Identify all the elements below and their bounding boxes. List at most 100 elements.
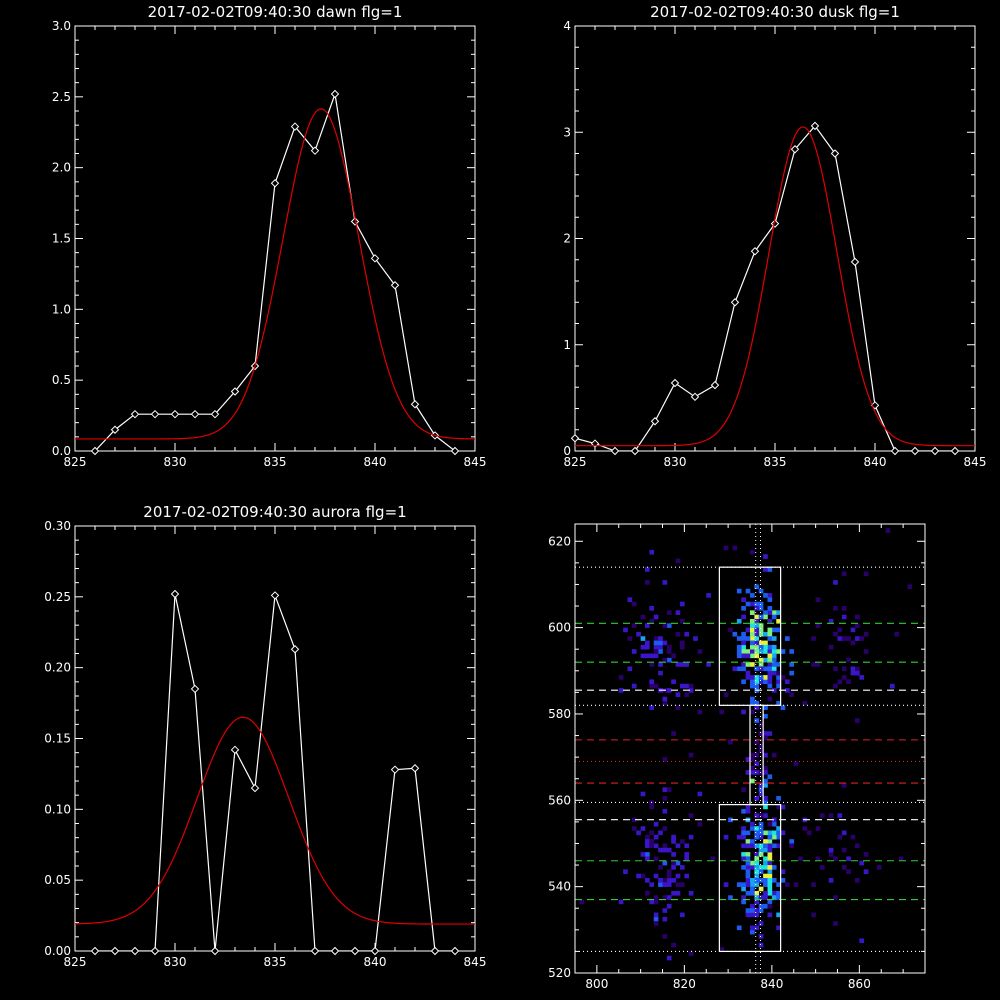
heatmap-cell xyxy=(833,666,838,672)
heatmap-cell xyxy=(741,597,746,603)
dawn-y-tick-label: 3.0 xyxy=(52,19,71,33)
heatmap-cell xyxy=(631,649,637,654)
heatmap-cell xyxy=(658,865,663,870)
heatmap-cell xyxy=(750,683,755,689)
heatmap-cell xyxy=(771,610,777,615)
heatmap-cell xyxy=(763,554,768,559)
dawn-y-tick-label: 1.5 xyxy=(52,232,71,246)
dawn-y-tick-label: 0.5 xyxy=(52,373,71,387)
heatmap-cell xyxy=(675,631,681,637)
heatmap-cell xyxy=(750,882,755,887)
heatmap-cell xyxy=(754,830,760,836)
dusk-data-point xyxy=(650,417,660,426)
heatmap-cell xyxy=(645,567,650,572)
aurora-data-point xyxy=(430,946,440,956)
heatmap-cell xyxy=(618,675,624,680)
heatmap-cell xyxy=(754,644,760,650)
heatmap-cell xyxy=(758,770,764,775)
heatmap-cell xyxy=(636,631,641,637)
heatmap-cell xyxy=(771,878,777,883)
heatmap-cell xyxy=(754,860,760,866)
heatmap-cell xyxy=(763,631,768,637)
dusk-data-point xyxy=(570,434,580,443)
heatmap-cell xyxy=(645,878,650,883)
dawn-x-tick-label: 835 xyxy=(264,455,287,469)
heatmap-cell xyxy=(776,679,781,685)
heatmap-cell xyxy=(776,912,781,918)
heatmap-cell xyxy=(789,662,795,667)
heatmap-cell xyxy=(811,912,816,918)
heatmap-cell xyxy=(579,899,585,905)
heatmap-cell xyxy=(780,649,786,654)
aurora-fit-curve xyxy=(75,716,475,925)
heatmap-cell xyxy=(750,908,755,913)
heatmap-cell xyxy=(723,545,729,551)
heatmap-cell xyxy=(776,618,781,624)
heatmap-cell xyxy=(771,817,777,823)
dusk-data-point xyxy=(930,446,940,456)
heatmap-cell xyxy=(745,588,751,594)
heatmap-cell xyxy=(837,627,843,633)
heatmap-cell xyxy=(645,653,650,659)
heatmap-cell xyxy=(697,709,703,715)
heatmap-cell xyxy=(758,783,764,788)
heatmap-cell xyxy=(876,865,882,870)
heatmap-cell xyxy=(776,843,781,849)
heatmap-cell xyxy=(750,636,755,641)
heatmap-cell xyxy=(771,657,777,663)
heatmap-cell xyxy=(750,878,755,883)
dusk-y-tick-label: 3 xyxy=(563,125,571,139)
dusk-data-point xyxy=(710,380,720,390)
aurora-data-point xyxy=(150,946,160,956)
aurora-data-point xyxy=(250,783,260,793)
heatmap-cell xyxy=(645,834,650,840)
dusk-data-point xyxy=(670,378,680,388)
heatmap-cell xyxy=(763,839,768,844)
heatmap-cell xyxy=(741,666,746,672)
heatmap-cell xyxy=(763,713,768,719)
heatmap-cell xyxy=(846,657,851,663)
heatmap-cell xyxy=(741,649,746,654)
heatmap-cell xyxy=(771,834,777,840)
heatmap-cell xyxy=(780,804,786,810)
heatmap-cell xyxy=(675,882,681,887)
heatmap-cell xyxy=(828,852,834,857)
heatmap-cell xyxy=(653,649,659,654)
heatmap-cell xyxy=(855,623,860,628)
heatmap-cell xyxy=(750,653,755,659)
heatmap-cell xyxy=(833,921,838,926)
heatmap-cell xyxy=(750,890,755,896)
heatmap-cell xyxy=(763,731,768,736)
heatmap-cell xyxy=(741,631,746,637)
heatmap-cell xyxy=(771,865,777,870)
heatmap-cell xyxy=(618,899,624,905)
heatmap-cell xyxy=(631,601,637,607)
heatmap-cell xyxy=(750,757,755,762)
heatmap-cell xyxy=(841,666,847,672)
heatmap-cell xyxy=(780,705,786,710)
heatmap-cell xyxy=(776,683,781,689)
heatmap-cell xyxy=(745,882,751,887)
heatmap-cell xyxy=(767,890,773,896)
heatmap-cell xyxy=(841,571,847,577)
heatmap-cell xyxy=(815,597,821,603)
heatmap-cell xyxy=(767,675,773,680)
dawn-data-point xyxy=(410,400,420,409)
heatmap-cell xyxy=(771,649,777,654)
heatmap-cell xyxy=(745,908,751,913)
heatmap-cell xyxy=(684,843,690,849)
heatmap-cell xyxy=(640,826,646,831)
heatmap-cell xyxy=(771,662,777,667)
heatmap-cell xyxy=(750,549,755,555)
heatmap-cell xyxy=(754,912,760,918)
dawn-data-point xyxy=(390,281,400,290)
heatmap-cell xyxy=(758,748,764,754)
heatmap-cell xyxy=(662,878,668,883)
heatmap-cell xyxy=(666,882,672,887)
heatmap-cell xyxy=(688,951,694,957)
heatmap-cell xyxy=(758,644,764,650)
dusk-chart-title: 2017-02-02T09:40:30 dusk flg=1 xyxy=(650,3,900,21)
heatmap-cell xyxy=(706,662,711,667)
heatmap-cell xyxy=(763,865,768,870)
heatmap-cell xyxy=(675,558,681,564)
